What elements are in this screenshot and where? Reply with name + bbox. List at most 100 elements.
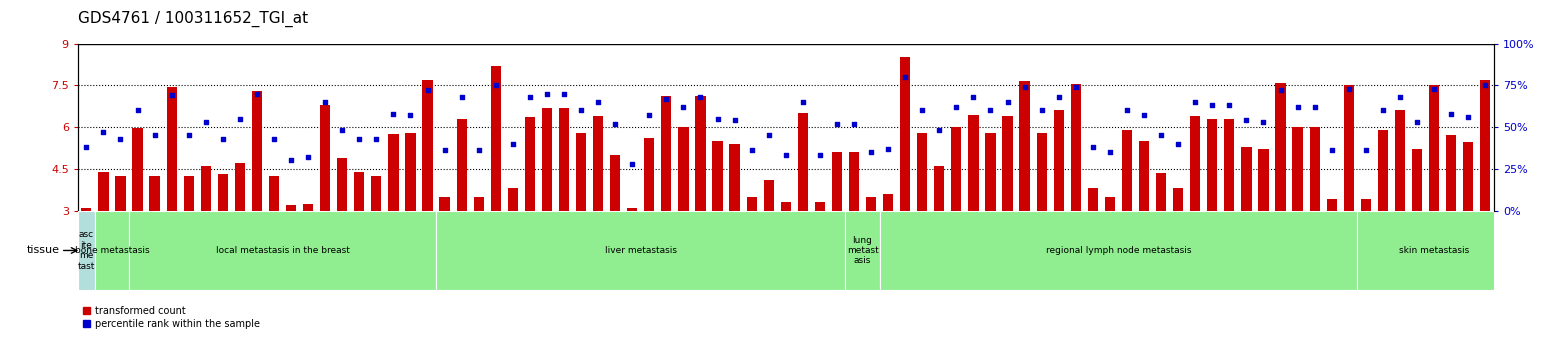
Text: bone metastasis: bone metastasis xyxy=(75,246,149,255)
Bar xyxy=(372,176,381,211)
Point xyxy=(347,136,372,142)
Text: tissue: tissue xyxy=(26,245,59,256)
Bar xyxy=(832,152,842,211)
Point xyxy=(1268,87,1293,93)
Bar xyxy=(1357,211,1511,290)
Point xyxy=(1371,107,1396,113)
Bar xyxy=(1360,199,1371,211)
Point xyxy=(671,104,696,110)
Bar xyxy=(1173,188,1183,211)
Bar xyxy=(1019,81,1030,211)
Bar xyxy=(850,152,859,211)
Bar xyxy=(593,116,604,211)
Bar xyxy=(218,174,227,211)
Bar xyxy=(1190,116,1200,211)
Bar xyxy=(781,202,790,211)
Point xyxy=(261,136,286,142)
Bar xyxy=(456,119,467,211)
Point xyxy=(1302,104,1327,110)
Point xyxy=(330,127,355,133)
Point xyxy=(808,152,832,158)
Bar xyxy=(1105,197,1116,211)
Point xyxy=(619,161,644,167)
Bar xyxy=(252,91,261,211)
Point xyxy=(1080,144,1105,150)
Bar xyxy=(473,197,484,211)
Point xyxy=(1148,132,1173,138)
Bar xyxy=(730,144,739,211)
Point xyxy=(364,136,389,142)
Bar xyxy=(1156,173,1165,211)
Point xyxy=(484,82,509,88)
Bar xyxy=(951,127,962,211)
Bar xyxy=(1327,199,1337,211)
Point xyxy=(193,119,218,125)
Bar xyxy=(1259,149,1268,211)
Point xyxy=(688,94,713,100)
Bar xyxy=(115,176,126,211)
Bar xyxy=(129,211,436,290)
Bar xyxy=(747,197,756,211)
Bar xyxy=(985,132,996,211)
Bar xyxy=(321,105,330,211)
Point xyxy=(636,113,661,118)
Point xyxy=(433,147,457,153)
Bar xyxy=(1344,85,1354,211)
Bar xyxy=(286,205,296,211)
Point xyxy=(501,141,526,147)
Bar xyxy=(355,172,364,211)
Bar xyxy=(235,163,244,211)
Point xyxy=(398,113,423,118)
Bar xyxy=(1377,130,1388,211)
Point xyxy=(1200,102,1225,108)
Bar xyxy=(1122,130,1133,211)
Point xyxy=(1217,102,1242,108)
Point xyxy=(90,129,115,135)
Point xyxy=(1439,111,1464,117)
Point xyxy=(279,158,303,163)
Point xyxy=(979,107,1004,113)
Bar xyxy=(559,107,569,211)
Point xyxy=(1354,147,1379,153)
Bar xyxy=(934,166,944,211)
Point xyxy=(1165,141,1190,147)
Point xyxy=(227,116,252,122)
Bar xyxy=(1207,119,1217,211)
Point xyxy=(1011,84,1036,90)
Point xyxy=(518,94,543,100)
Point xyxy=(159,93,184,98)
Bar xyxy=(696,97,705,211)
Bar xyxy=(1225,119,1234,211)
Point xyxy=(313,99,338,105)
Point xyxy=(585,99,610,105)
Point xyxy=(962,94,987,100)
Bar xyxy=(166,87,177,211)
Bar xyxy=(661,97,672,211)
Bar xyxy=(882,194,893,211)
Bar xyxy=(713,141,722,211)
Point xyxy=(1097,149,1122,155)
Bar xyxy=(879,211,1357,290)
Point xyxy=(1131,113,1156,118)
Point xyxy=(722,118,747,123)
Point xyxy=(893,74,918,80)
Point xyxy=(996,99,1021,105)
Point xyxy=(107,136,132,142)
Point xyxy=(790,99,815,105)
Point xyxy=(210,136,235,142)
Point xyxy=(1319,147,1344,153)
Bar xyxy=(422,80,433,211)
Point xyxy=(568,107,593,113)
Point xyxy=(773,152,798,158)
Bar xyxy=(576,132,587,211)
Bar xyxy=(1139,141,1150,211)
Bar xyxy=(524,117,535,211)
Point xyxy=(244,91,269,97)
Point xyxy=(1285,104,1310,110)
Point xyxy=(1337,86,1362,91)
Legend: transformed count, percentile rank within the sample: transformed count, percentile rank withi… xyxy=(82,306,260,329)
Point xyxy=(1405,119,1430,125)
Bar xyxy=(78,211,95,290)
Bar xyxy=(1276,82,1285,211)
Point xyxy=(467,147,492,153)
